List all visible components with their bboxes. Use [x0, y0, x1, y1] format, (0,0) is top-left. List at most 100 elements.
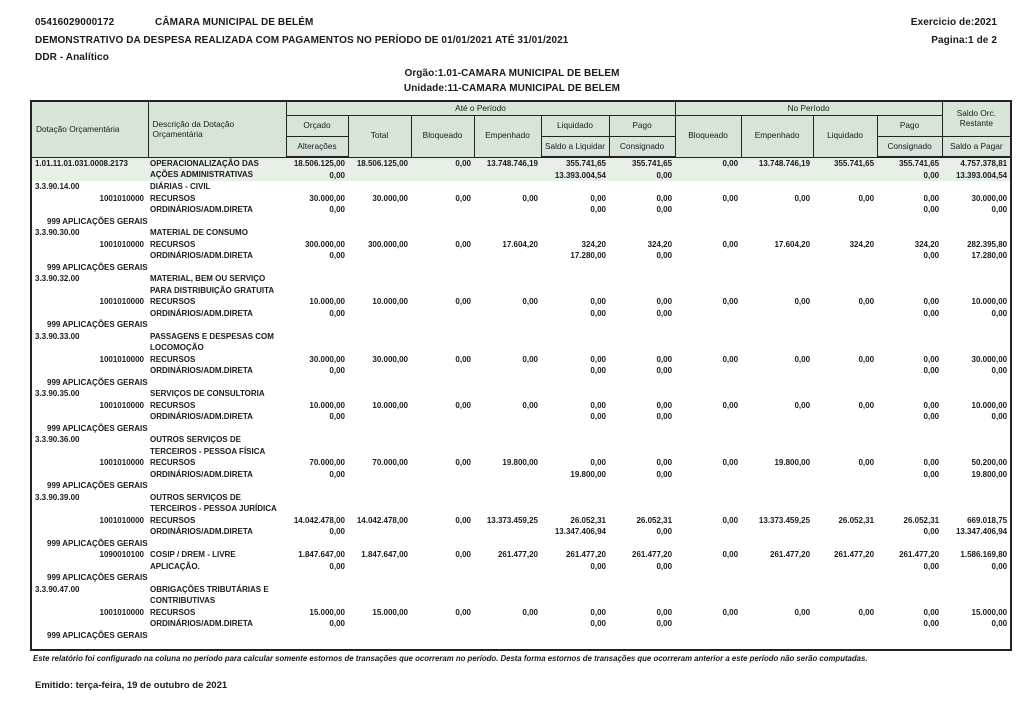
value-cell: 300.000,00 0,00	[304, 239, 345, 261]
value-cell: 0,00	[858, 607, 875, 617]
value-cell	[675, 434, 741, 457]
value-cell: 261.477,20	[497, 550, 538, 559]
value-cell: 1.847.647,00 0,00	[298, 550, 345, 571]
value-cell: 0,00	[522, 297, 538, 306]
dotacao-cell: 1090010100	[99, 550, 145, 559]
value-cell	[286, 181, 348, 193]
value-cell	[474, 181, 541, 193]
value-cell: 13.373.459,25	[486, 515, 538, 525]
value-cell	[942, 388, 1011, 400]
value-cell: 0,00 0,00	[656, 297, 673, 318]
table-bottom-spacer	[31, 641, 1011, 650]
table-row: 3.3.90.32.00 MATERIAL, BEM OU SERVIÇO PARA…	[31, 273, 1011, 296]
value-cell: 0,00	[455, 158, 471, 168]
value-cell: 324,20	[849, 239, 875, 249]
col-header-orcado: Orçado	[285, 114, 349, 137]
descricao-cell: OBRIGAÇÕES TRIBUTÁRIAS E CONTRIBUTIVAS	[150, 584, 269, 606]
group-header-no-periodo: No Período	[674, 100, 943, 116]
dotacao-cell: 3.3.90.47.00	[35, 584, 80, 594]
value-cell	[675, 584, 741, 607]
value-cell: 0,00	[722, 354, 739, 364]
value-cell: 0,00 0,00	[923, 607, 940, 629]
value-cell: 355.741,65 0,00	[899, 159, 940, 180]
dotacao-cell: 3.3.90.35.00	[35, 389, 80, 398]
empty-cell	[286, 630, 1011, 642]
value-cell	[474, 388, 541, 400]
value-cell: 15.000,00	[372, 607, 408, 617]
value-cell: 0,00	[858, 400, 875, 410]
value-cell: 0,00	[455, 400, 471, 410]
page-number: Pagina:1 de 2	[931, 35, 997, 46]
value-cell: 10.000,00 0,00	[309, 297, 345, 318]
value-cell	[741, 388, 813, 400]
value-cell	[675, 388, 741, 400]
value-cell: 0,00	[722, 158, 739, 168]
col-header-saldo-a-pagar: Saldo a Pagar	[941, 135, 1012, 158]
dotacao-cell: 3.3.90.33.00	[35, 331, 80, 341]
table-row: 3.3.90.30.00 MATERIAL DE CONSUMO	[31, 227, 1011, 239]
value-cell: 324,20 17.280,00	[570, 239, 606, 261]
value-cell: 50.200,00 19.800,00	[971, 458, 1008, 479]
value-cell	[609, 434, 675, 457]
value-cell	[813, 181, 877, 193]
value-cell	[474, 492, 541, 515]
value-cell	[541, 584, 609, 607]
empty-cell	[286, 480, 1011, 492]
value-cell: 13.748.746,19	[758, 158, 811, 168]
descricao-cell: MATERIAL, BEM OU SERVIÇO PARA DISTRIBUIÇÃ…	[150, 274, 275, 295]
value-cell: 10.000,00 0,00	[309, 400, 345, 422]
value-cell	[474, 331, 541, 354]
col-header-liquidado: Liquidado	[540, 114, 610, 137]
table-row: 1001010000 RECURSOS ORDINÁRIOS/ADM.DIRETA 7…	[31, 457, 1011, 480]
aplicacao-cell: 999 APLICAÇÕES GERAIS	[47, 630, 148, 640]
aplicacao-cell: 999 APLICAÇÕES GERAIS	[47, 481, 148, 490]
col-header-total: Total	[347, 114, 412, 158]
value-cell	[942, 492, 1011, 515]
value-cell	[474, 584, 541, 607]
descricao-cell: OUTROS SERVIÇOS DE TERCEIROS - PESSOA JUR…	[150, 492, 277, 514]
value-cell	[411, 331, 474, 354]
value-cell: 0,00	[722, 515, 739, 525]
value-cell	[877, 331, 942, 354]
col-header-alteracoes: Alterações	[285, 135, 349, 158]
value-cell: 0,00 0,00	[656, 458, 673, 479]
dotacao-cell: 3.3.90.30.00	[35, 228, 80, 237]
value-cell	[609, 331, 675, 354]
col-header-liquidado-periodo: Liquidado	[812, 114, 878, 158]
col-header-bloqueado-periodo: Bloqueado	[674, 114, 742, 158]
table-row: 1001010000 RECURSOS ORDINÁRIOS/ADM.DIRETA 1…	[31, 400, 1011, 423]
value-cell: 0,00	[722, 400, 739, 410]
table-row: 999 APLICAÇÕES GERAIS	[31, 216, 1011, 228]
col-header-empenhado-periodo: Empenhado	[740, 114, 814, 158]
dotacao-cell: 1001010000	[99, 515, 145, 525]
value-cell: 18.506.125,00	[356, 158, 408, 168]
descricao-cell: OUTROS SERVIÇOS DE TERCEIROS - PESSOA FÍS…	[150, 435, 266, 456]
value-cell	[541, 434, 609, 457]
descricao-cell: RECURSOS ORDINÁRIOS/ADM.DIRETA	[150, 400, 253, 422]
table-row: 1001010000 RECURSOS ORDINÁRIOS/ADM.DIRETA 1…	[31, 515, 1011, 538]
empty-cell	[286, 319, 1011, 331]
value-cell: 26.052,31 13.347.406,94	[554, 515, 606, 537]
value-cell: 261.477,20 0,00	[632, 550, 673, 571]
dotacao-cell: 1001010000	[99, 193, 145, 203]
aplicacao-cell: 999 APLICAÇÕES GERAIS	[47, 216, 148, 226]
value-cell	[348, 181, 411, 193]
value-cell: 0,00	[858, 458, 875, 467]
descricao-cell: RECURSOS ORDINÁRIOS/ADM.DIRETA	[150, 239, 253, 261]
table-row: 999 APLICAÇÕES GERAIS	[31, 423, 1011, 435]
value-cell: 30.000,00 0,00	[971, 193, 1008, 215]
value-cell	[675, 331, 741, 354]
empty-cell	[286, 423, 1011, 435]
value-cell	[411, 181, 474, 193]
value-cell: 18.506.125,00 0,00	[293, 159, 345, 180]
table-row: 999 APLICAÇÕES GERAIS	[31, 377, 1011, 389]
value-cell	[541, 273, 609, 296]
dotacao-cell: 1001010000	[99, 239, 145, 249]
value-cell	[609, 584, 675, 607]
value-cell: 0,00	[522, 193, 538, 203]
table-row: 3.3.90.36.00 OUTROS SERVIÇOS DE TERCEIROS …	[31, 434, 1011, 457]
value-cell	[348, 227, 411, 239]
value-cell	[609, 388, 675, 400]
value-cell	[286, 584, 348, 607]
value-cell	[411, 388, 474, 400]
